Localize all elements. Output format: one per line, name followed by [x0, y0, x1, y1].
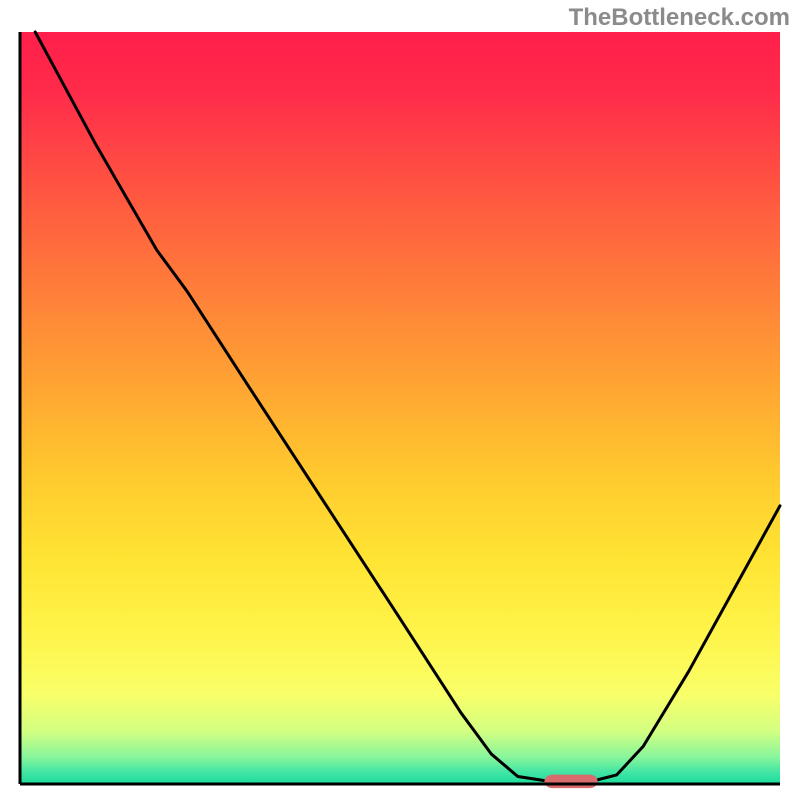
optimal-marker — [544, 775, 597, 789]
gradient-background — [20, 32, 780, 784]
watermark-text: TheBottleneck.com — [569, 4, 790, 31]
bottleneck-chart: TheBottleneck.com — [0, 0, 800, 800]
